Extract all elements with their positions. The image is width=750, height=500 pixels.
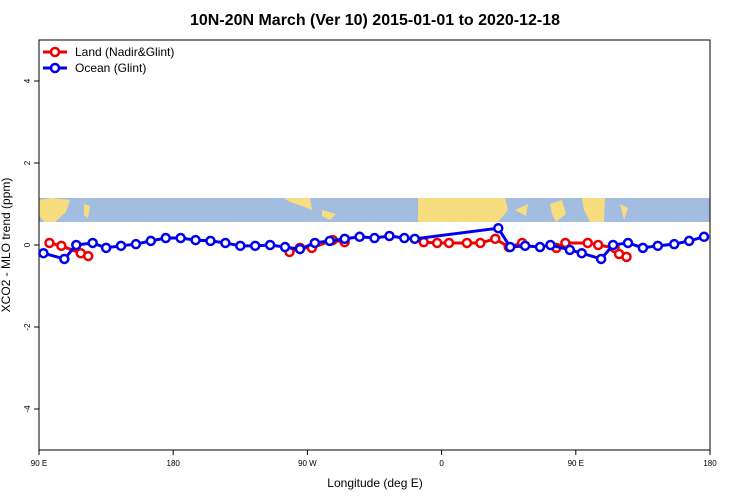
data-point [235, 240, 246, 252]
data-point [560, 237, 571, 249]
data-point [294, 243, 306, 255]
legend-marker [49, 62, 61, 74]
data-point [399, 232, 410, 244]
x-tick-label: 180 [703, 459, 717, 468]
data-point [443, 237, 455, 249]
y-tick-label: 2 [23, 160, 32, 165]
data-point [205, 235, 216, 247]
y-tick-label: -4 [23, 405, 32, 413]
data-point [160, 232, 171, 244]
data-point [145, 235, 157, 247]
data-point [309, 237, 321, 249]
data-point [534, 241, 546, 253]
y-tick-label: -2 [23, 323, 32, 331]
data-point [592, 239, 604, 251]
data-point [59, 253, 70, 265]
x-tick-label: 90 E [31, 459, 47, 468]
data-point [504, 241, 516, 253]
data-point [87, 237, 98, 249]
data-point [409, 233, 421, 245]
data-point [339, 233, 350, 245]
data-point [621, 251, 632, 263]
data-point [564, 244, 576, 256]
data-point [595, 253, 607, 265]
data-point [490, 233, 501, 245]
data-point [100, 242, 112, 254]
x-tick-label: 90 E [568, 459, 584, 468]
data-point [44, 237, 55, 249]
data-point [56, 240, 67, 252]
data-point [354, 231, 365, 243]
data-point [249, 240, 261, 252]
data-point [130, 238, 142, 250]
data-point [668, 238, 680, 250]
y-tick-label: 0 [23, 242, 32, 247]
data-point [82, 250, 94, 262]
data-point [545, 239, 556, 251]
x-axis-label: Longitude (deg E) [327, 476, 422, 490]
data-point [582, 237, 593, 249]
data-point [369, 232, 380, 244]
data-point [384, 230, 395, 242]
data-point [576, 247, 588, 259]
data-point [652, 240, 664, 252]
x-tick-label: 0 [439, 459, 444, 468]
data-point [71, 239, 82, 251]
y-axis-label: XCO2 - MLO trend (ppm) [0, 178, 13, 313]
legend-marker [49, 46, 61, 58]
data-point [175, 232, 186, 244]
data-point [38, 247, 49, 259]
data-point [220, 237, 231, 249]
x-tick-label: 180 [167, 459, 181, 468]
data-point [493, 222, 504, 234]
data-point [115, 240, 127, 252]
map-strip [39, 198, 710, 222]
data-point [279, 241, 291, 253]
data-point [324, 235, 336, 247]
chart-title: 10N-20N March (Ver 10) 2015-01-01 to 202… [190, 12, 560, 29]
x-tick-label: 90 W [298, 459, 317, 468]
y-tick-label: 4 [23, 78, 32, 83]
data-point [607, 239, 619, 251]
data-point [637, 242, 649, 254]
data-point [264, 239, 276, 251]
data-point [431, 237, 443, 249]
data-point [683, 235, 695, 247]
legend-label: Ocean (Glint) [75, 61, 146, 75]
data-point [475, 237, 486, 249]
data-point [698, 231, 710, 243]
data-point [622, 237, 634, 249]
data-point [461, 237, 473, 249]
series-line [43, 226, 705, 261]
data-point [190, 234, 201, 246]
data-point [519, 240, 531, 252]
legend-label: Land (Nadir&Glint) [75, 45, 174, 59]
